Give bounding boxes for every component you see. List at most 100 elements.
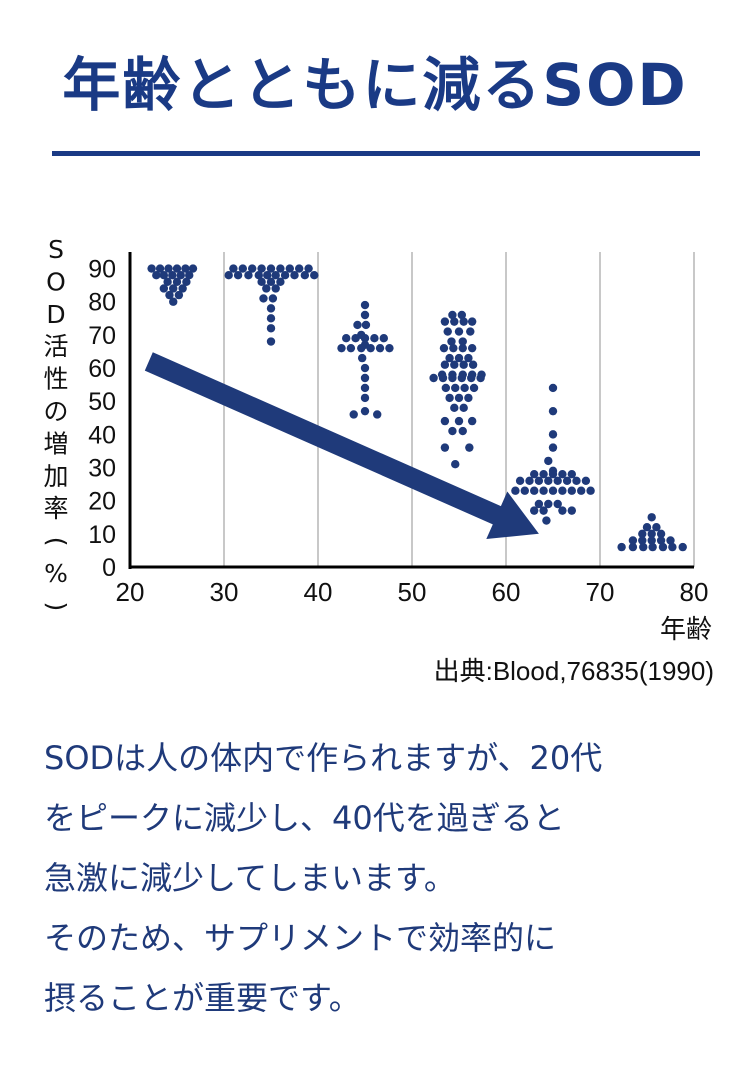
data-point (269, 294, 277, 302)
data-point (544, 457, 552, 465)
data-point (617, 543, 625, 551)
data-point (535, 477, 543, 485)
data-point (441, 317, 449, 325)
data-point (361, 364, 369, 372)
description-line: SODは人の体内で作られますが、20代 (44, 728, 724, 788)
data-point (558, 506, 566, 514)
data-point (439, 374, 447, 382)
x-tick-label: 30 (210, 577, 239, 607)
data-point (464, 394, 472, 402)
data-point (460, 384, 468, 392)
data-point (558, 487, 566, 495)
y-axis-label-char: ) (42, 602, 71, 612)
data-point (629, 543, 637, 551)
data-point (448, 427, 456, 435)
data-point (442, 384, 450, 392)
data-point (310, 271, 318, 279)
data-point (347, 344, 355, 352)
data-point (267, 304, 275, 312)
data-point (450, 404, 458, 412)
data-point (301, 271, 309, 279)
y-axis-label-char: 加 (43, 462, 68, 491)
x-tick-label: 50 (398, 577, 427, 607)
data-point (458, 374, 466, 382)
y-axis-label-char: 性 (43, 365, 68, 394)
data-point (290, 271, 298, 279)
data-point (342, 334, 350, 342)
data-point (668, 543, 676, 551)
data-point (351, 334, 359, 342)
data-point (467, 374, 475, 382)
data-point (469, 361, 477, 369)
data-point (582, 477, 590, 485)
data-point (639, 543, 647, 551)
data-point (267, 314, 275, 322)
data-point (549, 430, 557, 438)
data-point (455, 327, 463, 335)
data-point (440, 344, 448, 352)
data-point (539, 487, 547, 495)
data-point (648, 543, 656, 551)
source-citation: 出典:Blood,76835(1990) (434, 656, 714, 686)
y-tick-label: 30 (88, 455, 116, 483)
data-point (448, 374, 456, 382)
data-point (468, 317, 476, 325)
data-point (549, 487, 557, 495)
data-point (267, 324, 275, 332)
data-point (160, 284, 168, 292)
y-axis-label-char: D (46, 300, 65, 329)
description: SODは人の体内で作られますが、20代 をピークに減少し、40代を過ぎると 急激… (44, 728, 724, 1028)
data-point (568, 487, 576, 495)
data-point (361, 301, 369, 309)
x-tick-label: 70 (586, 577, 615, 607)
data-point (577, 487, 585, 495)
data-point (373, 410, 381, 418)
data-point (353, 321, 361, 329)
data-point (572, 477, 580, 485)
data-point (267, 337, 275, 345)
data-point (530, 506, 538, 514)
data-point (542, 516, 550, 524)
data-point (444, 327, 452, 335)
data-point (470, 384, 478, 392)
data-point (225, 271, 233, 279)
x-tick-label: 80 (680, 577, 709, 607)
data-point (361, 384, 369, 392)
sod-age-scatter-chart: 010203040506070809020 30 40 50 60 70 80SOD活性の増… (0, 0, 750, 720)
data-point (441, 443, 449, 451)
data-point (450, 361, 458, 369)
y-axis-label-char: 率 (43, 494, 68, 523)
y-tick-label: 50 (88, 388, 116, 416)
data-point (244, 271, 252, 279)
description-line: そのため、サプリメントで効率的に (44, 908, 724, 968)
y-tick-label: 40 (88, 421, 116, 449)
data-point (175, 291, 183, 299)
y-axis-label-char: 増 (43, 429, 68, 458)
data-point (659, 543, 667, 551)
data-point (459, 344, 467, 352)
data-point (259, 294, 267, 302)
y-tick-label: 80 (88, 289, 116, 317)
data-point (476, 374, 484, 382)
data-point (450, 317, 458, 325)
data-point (376, 344, 384, 352)
data-point (511, 487, 519, 495)
data-point (362, 321, 370, 329)
y-axis-label-char: 活 (43, 332, 68, 361)
data-point (544, 477, 552, 485)
data-point (370, 334, 378, 342)
data-point (554, 477, 562, 485)
data-point (516, 477, 524, 485)
data-point (549, 384, 557, 392)
data-point (521, 487, 529, 495)
data-point (549, 443, 557, 451)
data-point (549, 407, 557, 415)
data-point (441, 417, 449, 425)
description-line: 急激に減少してしまいます。 (44, 848, 724, 908)
data-point (468, 344, 476, 352)
data-point (451, 460, 459, 468)
data-point (679, 543, 687, 551)
data-point (361, 394, 369, 402)
data-point (361, 374, 369, 382)
description-line: 摂ることが重要です。 (44, 968, 724, 1028)
